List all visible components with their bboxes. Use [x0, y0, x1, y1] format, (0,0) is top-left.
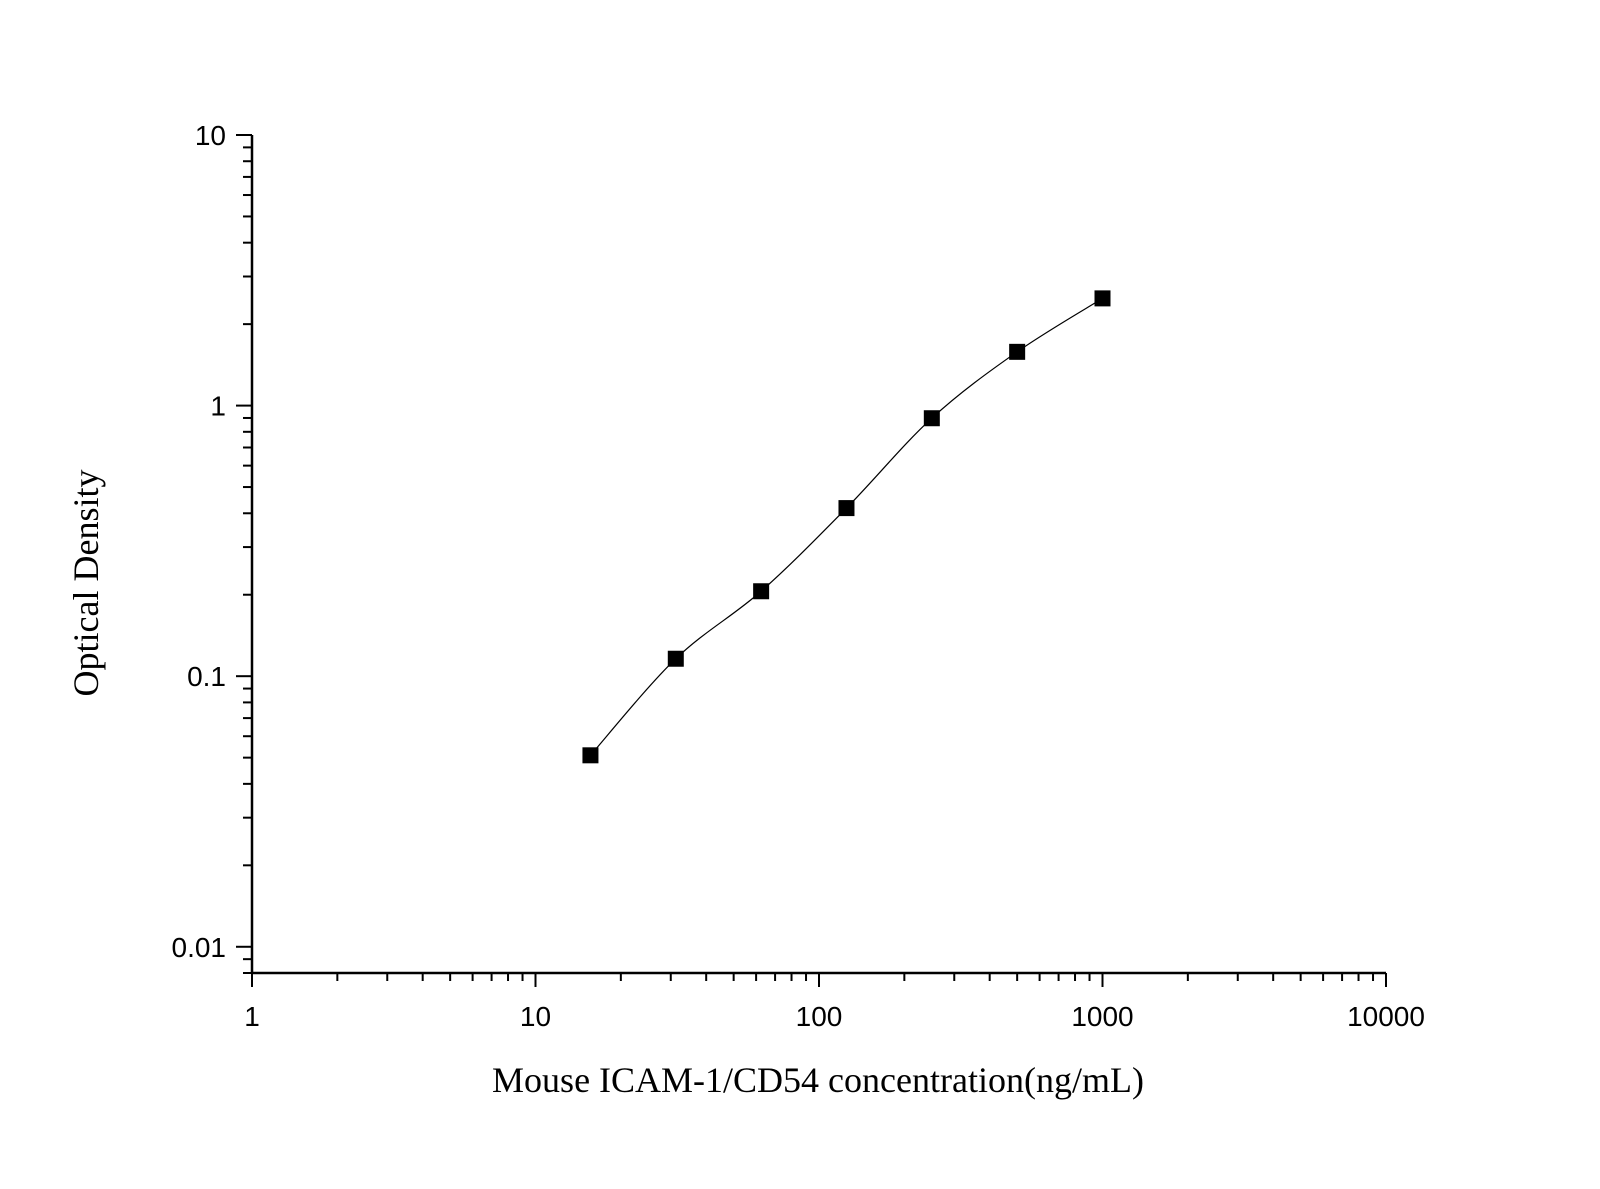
y-tick-labels: 0.01 0.1 1 10: [172, 120, 227, 963]
data-point: [753, 583, 770, 600]
data-point: [667, 650, 684, 667]
data-point: [582, 747, 599, 764]
y-tick-label: 0.1: [187, 661, 226, 692]
data-point: [838, 500, 855, 517]
major-ticks: [236, 134, 1387, 987]
x-tick-label: 10000: [1347, 1001, 1425, 1032]
y-tick-label: 10: [195, 120, 226, 151]
x-tick-label: 10: [520, 1001, 551, 1032]
x-tick-label: 100: [796, 1001, 843, 1032]
y-axis-title: Optical Density: [66, 470, 106, 697]
y-tick-label: 1: [210, 391, 226, 422]
data-point: [1009, 343, 1026, 360]
minor-ticks: [243, 146, 1375, 981]
fit-curve: [589, 297, 1103, 756]
y-tick-label: 0.01: [172, 932, 227, 963]
x-tick-label: 1000: [1071, 1001, 1133, 1032]
x-axis-title: Mouse ICAM-1/CD54 concentration(ng/mL): [492, 1060, 1144, 1100]
data-point: [923, 410, 940, 427]
data-point: [1094, 290, 1111, 307]
x-tick-labels: 1 10 100 1000 10000: [244, 1001, 1425, 1032]
data-points: [582, 290, 1111, 764]
x-tick-label: 1: [244, 1001, 260, 1032]
